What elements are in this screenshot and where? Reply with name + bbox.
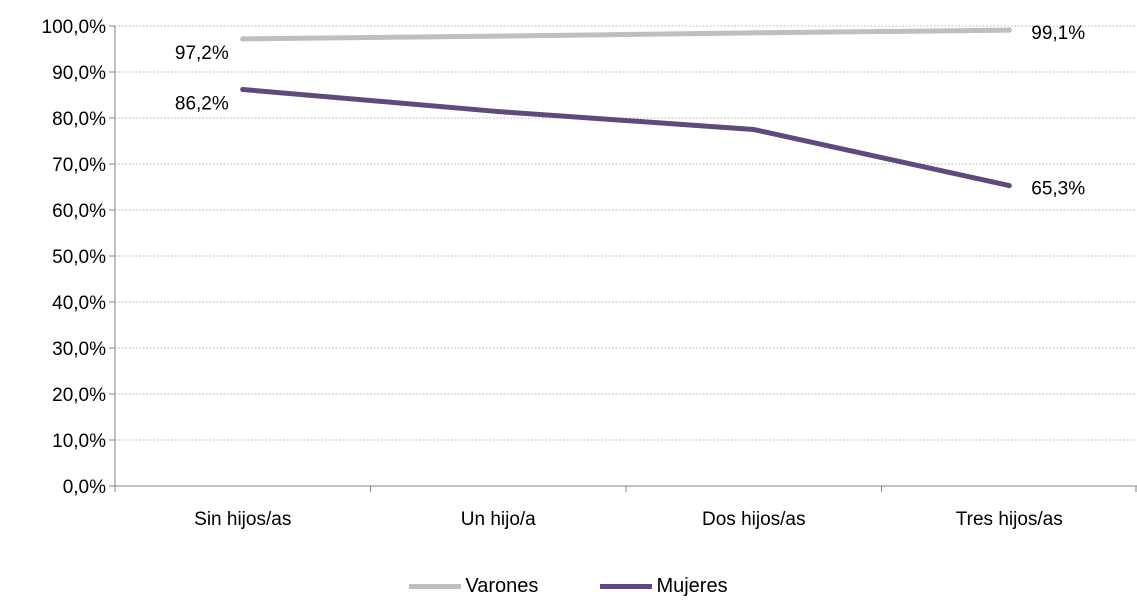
- gridlines: [115, 25, 1137, 441]
- legend-label-varones: Varones: [465, 574, 539, 597]
- data-label-varones: 97,2%: [175, 43, 229, 64]
- series-lines: [240, 27, 1012, 189]
- y-tick-label: 10,0%: [52, 431, 106, 452]
- data-label-varones: 99,1%: [1031, 23, 1085, 44]
- series-line-varones: [240, 27, 1012, 42]
- y-tick-label: 50,0%: [52, 247, 106, 268]
- y-tick-label: 40,0%: [52, 293, 106, 314]
- axes: [109, 25, 1137, 492]
- x-tick-label: Dos hijos/as: [702, 509, 806, 530]
- y-tick-label: 80,0%: [52, 109, 106, 130]
- y-axis-ticks: 0,0% 10,0% 20,0% 30,0% 40,0% 50,0% 60,0% 70,0% 8…: [42, 17, 107, 498]
- legend-item-mujeres: Mujeres: [600, 574, 728, 598]
- data-point-varones: [240, 36, 246, 42]
- data-labels: 97,2% 99,1% 86,2% 65,3%: [175, 23, 1085, 199]
- legend: Varones Mujeres: [0, 574, 1137, 598]
- legend-swatch-mujeres: [600, 583, 653, 589]
- series-line-mujeres: [240, 86, 1012, 189]
- data-label-mujeres: 65,3%: [1031, 179, 1085, 200]
- x-tick-label: Sin hijos/as: [194, 509, 291, 530]
- y-tick-label: 60,0%: [52, 201, 106, 222]
- y-tick-label: 0,0%: [63, 477, 106, 498]
- y-tick-label: 90,0%: [52, 63, 106, 84]
- y-tick-label: 30,0%: [52, 339, 106, 360]
- data-point-varones: [495, 33, 501, 39]
- data-point-varones: [1006, 27, 1012, 33]
- data-point-mujeres: [240, 86, 246, 92]
- legend-swatch-varones: [409, 583, 462, 589]
- x-axis-ticks: Sin hijos/as Un hijo/a Dos hijos/as Tres hi…: [194, 509, 1063, 530]
- y-tick-label: 100,0%: [42, 17, 107, 38]
- legend-label-mujeres: Mujeres: [656, 574, 728, 597]
- legend-item-varones: Varones: [409, 574, 538, 598]
- data-point-mujeres: [1006, 183, 1012, 189]
- data-label-mujeres: 86,2%: [175, 93, 229, 114]
- data-point-varones: [751, 30, 757, 36]
- x-tick-label: Un hijo/a: [461, 509, 536, 530]
- data-point-mujeres: [751, 127, 757, 132]
- data-point-mujeres: [495, 109, 501, 115]
- y-tick-label: 20,0%: [52, 385, 106, 406]
- x-tick-label: Tres hijos/as: [956, 509, 1063, 530]
- y-tick-label: 70,0%: [52, 155, 106, 176]
